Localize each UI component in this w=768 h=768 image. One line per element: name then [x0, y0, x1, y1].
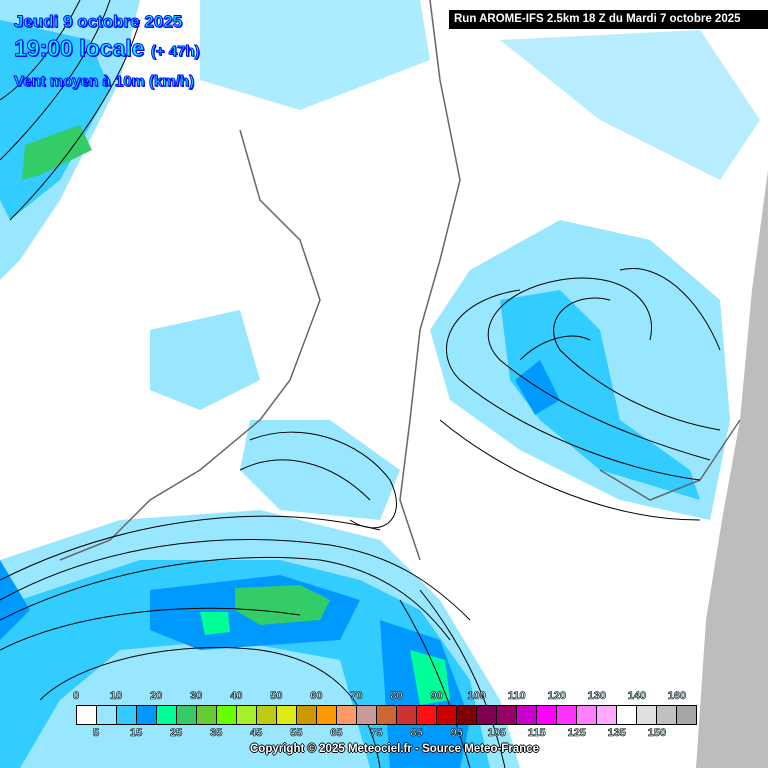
legend-swatch: [637, 706, 657, 724]
legend-label: 65: [330, 727, 343, 740]
legend-label: 55: [290, 727, 303, 740]
legend-swatch: [617, 706, 637, 724]
forecast-time: 19:00 locale (+ 47h): [13, 35, 200, 62]
legend-label: 30: [190, 690, 203, 703]
forecast-date: Jeudi 9 octobre 2025: [13, 12, 183, 32]
legend-swatch: [517, 706, 537, 724]
legend-label: 10: [109, 690, 123, 703]
legend-label: 105: [487, 727, 506, 740]
legend-label: 20: [150, 690, 163, 703]
legend-swatch: [397, 706, 417, 724]
legend-label: 110: [507, 690, 526, 703]
legend-swatch: [237, 706, 257, 724]
forecast-time-label: 19:00 locale: [13, 35, 145, 62]
borders: [59, 0, 741, 561]
legend-label: 35: [210, 727, 223, 740]
legend-swatch: [577, 706, 597, 724]
legend-label: 25: [170, 727, 183, 740]
legend-label: 120: [547, 690, 566, 703]
legend-swatch: [277, 706, 297, 724]
legend-label: 95: [450, 727, 463, 740]
legend-swatch: [377, 706, 397, 724]
legend-label: 100: [467, 690, 486, 703]
legend-swatch: [137, 706, 157, 724]
legend-label: 15: [129, 727, 143, 740]
legend-label: 5: [92, 727, 100, 740]
legend-swatch: [297, 706, 317, 724]
legend-swatch: [257, 706, 277, 724]
color-scale-legend: [76, 705, 697, 725]
legend-swatch: [337, 706, 357, 724]
legend-swatch: [457, 706, 477, 724]
legend-swatch: [197, 706, 217, 724]
legend-label: 60: [310, 690, 323, 703]
legend-label: 140: [627, 690, 647, 703]
copyright: Copyright © 2025 Meteociel.fr - Source M…: [250, 743, 540, 755]
legend-label: 160: [667, 690, 687, 703]
legend-label: 0: [72, 690, 80, 703]
streamlines: [0, 0, 721, 768]
legend-swatch: [157, 706, 177, 724]
legend-swatch: [657, 706, 677, 724]
legend-swatch: [97, 706, 117, 724]
legend-label: 50: [270, 690, 283, 703]
legend-label: 115: [527, 727, 546, 740]
legend-swatch: [557, 706, 577, 724]
legend-swatch: [117, 706, 137, 724]
legend-swatch: [537, 706, 557, 724]
legend-label: 85: [410, 727, 423, 740]
legend-swatch: [477, 706, 497, 724]
legend-label: 130: [587, 690, 607, 703]
legend-label: 80: [390, 690, 403, 703]
legend-swatch: [417, 706, 437, 724]
legend-label: 40: [230, 690, 243, 703]
forecast-offset: (+ 47h): [150, 43, 200, 61]
legend-label: 135: [607, 727, 627, 740]
legend-swatch: [317, 706, 337, 724]
legend-swatch: [217, 706, 237, 724]
legend-swatch: [357, 706, 377, 724]
legend-label: 70: [350, 690, 363, 703]
legend-swatch: [177, 706, 197, 724]
legend-label: 90: [430, 690, 443, 703]
out-of-domain-area: [696, 170, 768, 768]
legend-label: 125: [567, 727, 586, 740]
legend-swatch: [77, 706, 97, 724]
legend-swatch: [597, 706, 617, 724]
legend-label: 75: [370, 727, 383, 740]
run-info: Run AROME-IFS 2.5km 18 Z du Mardi 7 octo…: [449, 10, 768, 29]
legend-label: 150: [647, 727, 667, 740]
legend-label: 45: [250, 727, 263, 740]
legend-swatch: [497, 706, 517, 724]
parameter-title: Vent moyen à 10m (km/h): [13, 73, 195, 91]
legend-swatch: [677, 706, 696, 724]
legend-swatch: [437, 706, 457, 724]
